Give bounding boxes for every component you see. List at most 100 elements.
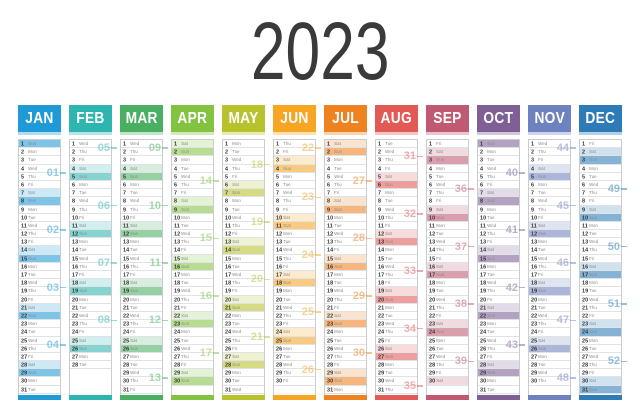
day-row: 20 Tue (274, 296, 315, 304)
day-number: 11 (327, 222, 333, 229)
day-cell: 23 Tue (223, 320, 265, 328)
day-weekday: Wed (436, 296, 446, 302)
day-row: 30 Sun (325, 377, 366, 386)
day-cell: 19 Tue (427, 287, 469, 295)
day-number: 19 (276, 288, 283, 295)
day-number: 11 (72, 222, 78, 229)
day-cell: 29 Fri (580, 369, 622, 377)
day-number: 15 (327, 255, 334, 262)
day-row: 20 Sat (223, 295, 264, 304)
day-weekday: Tue (28, 215, 36, 220)
day-weekday: Sun (436, 329, 445, 335)
day-row: 31 Fri (121, 386, 162, 394)
day-cell: 13 Sun (376, 238, 418, 246)
week-dash (366, 180, 372, 182)
day-weekday: Mon (79, 296, 88, 302)
day-cell: 17 Fri (121, 271, 163, 279)
day-weekday: Sat (283, 157, 290, 163)
day-row: 10 Fri (70, 214, 111, 222)
day-row: 17 Fri (529, 271, 570, 280)
day-weekday: Wed (181, 288, 191, 294)
day-weekday: Thu (436, 305, 444, 310)
week-number: 07 (97, 257, 110, 269)
day-weekday: Wed (283, 362, 293, 368)
day-cell: 9 Fri (274, 206, 316, 214)
day-row: 24 Fri (121, 328, 162, 337)
day-cell: 8 Sun (19, 197, 61, 205)
day-number: 10 (480, 214, 487, 221)
day-row: 19 Wed (172, 287, 213, 296)
day-weekday: Thu (283, 255, 291, 261)
day-cell: 24 Tue (19, 328, 61, 336)
day-weekday: Tue (130, 190, 138, 196)
day-weekday: Sun (385, 354, 394, 359)
day-weekday: Thu (181, 239, 189, 245)
day-weekday: Thu (436, 190, 444, 196)
day-cell: 21 Sun (223, 304, 265, 312)
day-number: 22 (276, 312, 283, 319)
day-number: 2 (72, 148, 76, 155)
day-cell: 19 Thu (19, 287, 61, 295)
day-number: 21 (21, 304, 28, 311)
day-weekday: Tue (232, 264, 240, 269)
day-number: 20 (582, 296, 589, 303)
day-cell: 13 Mon (70, 238, 112, 246)
day-row: 23 Tue (223, 320, 265, 329)
day-row: 20 Thu (325, 296, 366, 304)
day-number: 12 (21, 230, 28, 237)
month-header: MAY (222, 105, 265, 132)
day-cell: 27 Wed (580, 353, 622, 361)
day-row: 13 Thu (172, 238, 213, 247)
day-cell: 6 Wed (427, 181, 469, 189)
day-number: 27 (480, 353, 487, 360)
week-dash (60, 229, 66, 231)
day-number: 4 (480, 165, 484, 172)
day-row: 23 Fri (274, 320, 315, 329)
month-column: FEB 1 Wed 2 Thu 3 Fri 4 Sat 5 Sun 6 Mon 7 Tue 8 Wed 9 Thu 1… (69, 105, 117, 400)
day-weekday: Tue (487, 386, 495, 392)
day-weekday: Wed (334, 174, 344, 179)
day-cell: 3 Fri (70, 156, 112, 164)
day-weekday: Mon (283, 346, 292, 351)
day-number: 10 (378, 214, 385, 221)
day-number: 13 (480, 238, 487, 246)
day-weekday: Tue (130, 305, 138, 310)
day-cell: 27 Thu (172, 353, 214, 361)
day-number: 19 (531, 288, 538, 295)
day-number: 22 (582, 312, 589, 319)
day-weekday: Mon (436, 223, 445, 228)
day-row: 28 Fri (172, 361, 213, 370)
day-cell: 16 Wed (376, 263, 418, 271)
day-row: 17 Tue (478, 271, 519, 280)
day-weekday: Thu (487, 346, 495, 351)
week-number: 08 (97, 314, 110, 327)
day-cell: 6 Wed (580, 181, 622, 189)
day-number: 26 (429, 345, 436, 352)
day-cell: 4 Mon (427, 165, 469, 173)
week-dash (468, 245, 474, 248)
day-number: 20 (225, 296, 232, 303)
day-cell: 27 Mon (529, 353, 571, 361)
day-row: 30 Fri (274, 377, 315, 386)
day-number: 9 (225, 206, 229, 213)
day-number: 23 (480, 320, 487, 327)
day-weekday: Mon (385, 247, 394, 253)
day-row: 8 Sat (325, 197, 366, 206)
month-column: MAR 1 Wed 2 Thu 3 Fri 4 Sat 5 Sun 6 Mon 7 Tue 8 Wed 9 Thu 1… (120, 105, 168, 400)
day-row: 20 Thu (172, 296, 213, 304)
day-number: 11 (378, 222, 384, 229)
day-number: 18 (531, 279, 538, 286)
day-row: 18 Tue (172, 279, 213, 288)
day-number: 26 (531, 345, 538, 352)
day-row: 3 Fri (529, 156, 570, 165)
day-number: 25 (174, 337, 181, 344)
week-number: 50 (607, 240, 620, 253)
day-number: 25 (429, 337, 436, 344)
day-cell: 19 Sun (529, 287, 571, 295)
day-number: 18 (174, 279, 181, 286)
day-weekday: Sat (589, 321, 596, 327)
day-number: 2 (21, 148, 25, 155)
day-cell: 18 Wed (19, 279, 61, 287)
day-cell: 17 Wed (223, 271, 265, 279)
day-row: 24 Mon (172, 328, 213, 337)
